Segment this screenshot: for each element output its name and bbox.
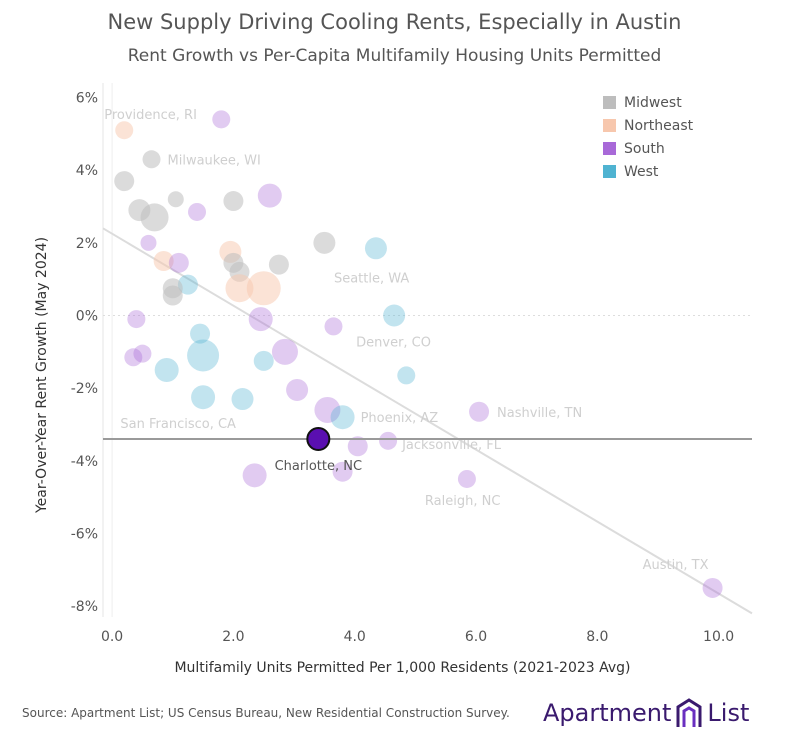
legend-swatch-midwest (603, 96, 616, 109)
point-label: San Francisco, CA (120, 417, 236, 432)
legend: Midwest Northeast South West (603, 91, 693, 183)
data-point (167, 191, 184, 208)
data-point (364, 237, 387, 260)
x-tick-label: 0.0 (101, 629, 123, 645)
data-point (231, 388, 254, 411)
point-label: Providence, RI (104, 108, 197, 123)
point-label: Nashville, TN (497, 406, 582, 421)
data-point (212, 110, 231, 129)
brand-right: List (707, 699, 750, 727)
data-point (248, 307, 273, 332)
data-point (314, 396, 341, 423)
y-tick-label: 0% (76, 308, 98, 324)
data-point (187, 339, 220, 372)
data-point (190, 323, 211, 344)
legend-label-south: South (624, 140, 665, 157)
data-point (140, 203, 169, 232)
legend-swatch-west (603, 165, 616, 178)
data-point (188, 202, 207, 221)
legend-label-northeast: Northeast (624, 117, 694, 134)
point-label: Austin, TX (643, 558, 709, 573)
data-point (127, 310, 146, 329)
legend-item-midwest[interactable]: Midwest (603, 91, 693, 114)
data-point (702, 577, 723, 598)
data-point (246, 271, 281, 306)
data-point (140, 234, 157, 251)
y-axis-title: Year-Over-Year Rent Growth (May 2024) (34, 237, 50, 514)
x-tick-label: 2.0 (222, 629, 244, 645)
data-point (286, 378, 309, 401)
point-label: Jacksonville, FL (401, 438, 502, 453)
data-point (115, 121, 134, 140)
data-point (114, 171, 135, 192)
data-point (133, 344, 152, 363)
data-point (257, 183, 282, 208)
y-tick-label: -8% (71, 599, 98, 615)
legend-label-midwest: Midwest (624, 94, 682, 111)
point-label: Raleigh, NC (425, 494, 501, 509)
highlight-label: Charlotte, NC (275, 459, 362, 474)
data-point (242, 463, 267, 488)
data-point (191, 385, 216, 410)
data-point (124, 348, 143, 367)
legend-item-south[interactable]: South (603, 137, 693, 160)
data-point (162, 285, 183, 306)
legend-swatch-south (603, 142, 616, 155)
data-point (379, 431, 398, 450)
x-tick-label: 6.0 (465, 629, 487, 645)
point-label: Denver, CO (356, 335, 431, 350)
legend-item-northeast[interactable]: Northeast (603, 114, 693, 137)
data-point (142, 150, 161, 169)
y-tick-label: -6% (71, 526, 98, 542)
data-point (313, 231, 336, 254)
highlight-point (306, 427, 331, 451)
x-tick-label: 10.0 (703, 629, 734, 645)
data-point (153, 251, 174, 271)
point-label: Seattle, WA (334, 271, 409, 286)
data-point (177, 274, 198, 295)
point-label: Phoenix, AZ (361, 411, 439, 426)
data-point (397, 366, 416, 385)
data-point (469, 401, 490, 422)
y-tick-label: -4% (71, 454, 98, 470)
building-icon (676, 698, 702, 727)
data-point (168, 252, 189, 273)
data-point (332, 461, 353, 482)
y-tick-label: 6% (76, 91, 98, 107)
y-tick-label: -2% (71, 381, 98, 397)
x-tick-label: 8.0 (586, 629, 608, 645)
legend-item-west[interactable]: West (603, 160, 693, 183)
point-label: Milwaukee, WI (168, 153, 261, 168)
x-tick-label: 4.0 (344, 629, 366, 645)
data-point (154, 357, 179, 382)
data-point (225, 274, 254, 303)
legend-swatch-northeast (603, 119, 616, 132)
y-tick-label: 2% (76, 236, 98, 252)
data-point (457, 469, 476, 488)
data-point (253, 350, 274, 371)
chart-subtitle: Rent Growth vs Per-Capita Multifamily Ho… (127, 46, 662, 66)
trend-line (102, 227, 753, 615)
y-tick-label: 4% (76, 163, 98, 179)
brand-left: Apartment (543, 699, 672, 727)
data-point (223, 191, 244, 212)
apartment-list-logo: Apartment List (543, 695, 749, 731)
data-point (271, 338, 298, 365)
x-axis-title: Multifamily Units Permitted Per 1,000 Re… (174, 660, 630, 676)
source-note: Source: Apartment List; US Census Bureau… (22, 706, 510, 720)
data-point (268, 254, 289, 275)
data-point (383, 304, 406, 327)
chart-title: New Supply Driving Cooling Rents, Especi… (107, 10, 682, 34)
data-point (324, 317, 343, 336)
data-point (347, 436, 368, 457)
legend-label-west: West (624, 163, 659, 180)
data-point (330, 405, 355, 430)
